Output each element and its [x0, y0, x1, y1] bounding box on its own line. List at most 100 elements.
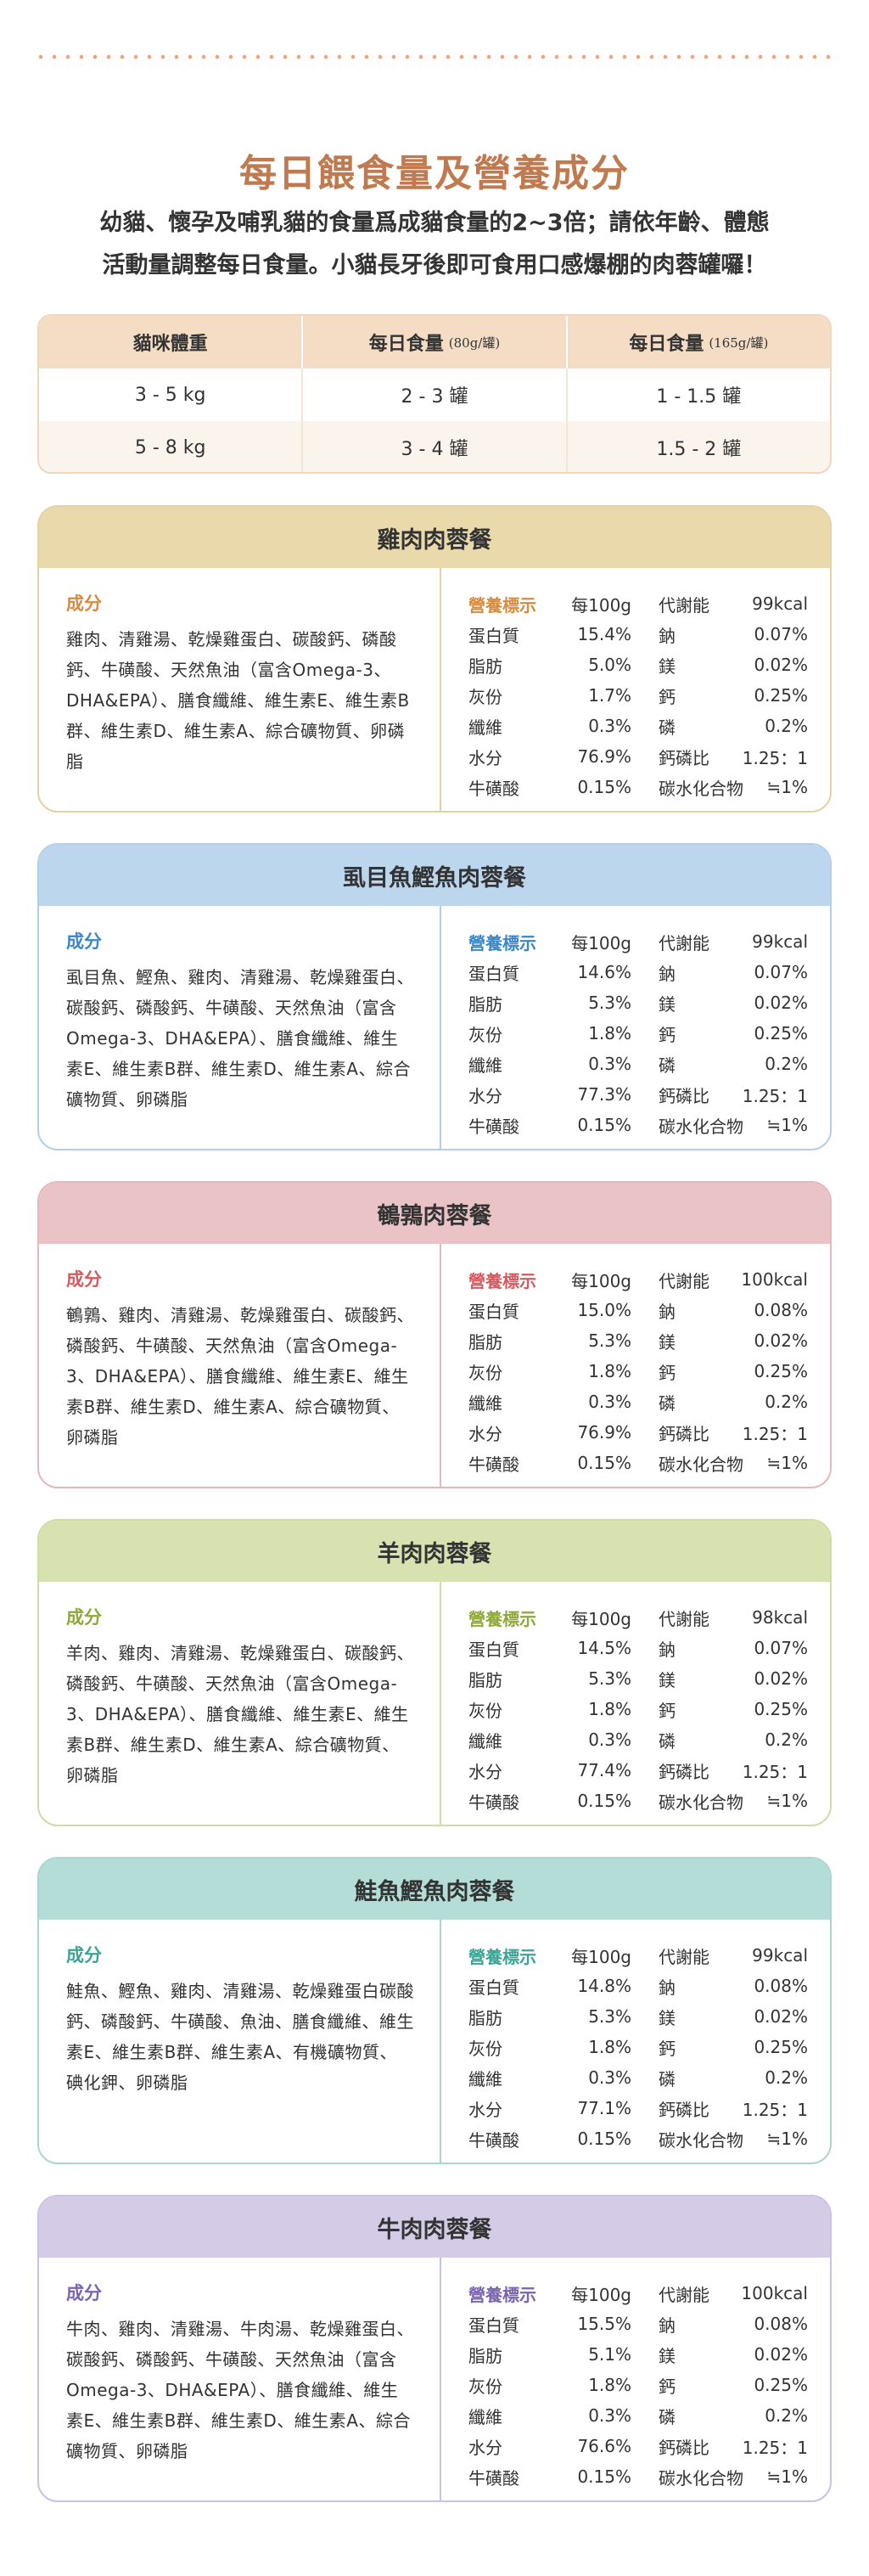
ca_p_ratio-label: 鈣磷比 — [659, 1085, 709, 1106]
phosphorus-value: 0.2% — [765, 1054, 808, 1074]
header-cell-daily-80g: 每日食量 (80g/罐) — [303, 316, 568, 368]
ca_p_ratio-value: 1.25：1 — [742, 2099, 808, 2120]
nutrition-row: 營養標示 每100g 代謝能 100kcal — [468, 2278, 808, 2309]
nutrition-row: 纖維 0.3% 磷 0.2% — [468, 711, 808, 741]
fiber-label: 纖維 — [468, 717, 502, 738]
nutrition-row: 纖維 0.3% 磷 0.2% — [468, 1724, 808, 1755]
ingredients-label: 成分 — [66, 1269, 102, 1290]
metabolic-energy-value: 99kcal — [752, 1945, 808, 1966]
phosphorus-label: 磷 — [659, 717, 676, 738]
nutrition-row: 灰份 1.8% 鈣 0.25% — [468, 2032, 808, 2062]
moisture-label: 水分 — [468, 1761, 502, 1782]
product-name: 羊肉肉蓉餐 — [39, 1521, 830, 1582]
fiber-value: 0.3% — [588, 1730, 631, 1750]
phosphorus-label: 磷 — [659, 1392, 676, 1414]
per-100g-label: 每100g — [571, 2284, 631, 2305]
moisture-value: 77.3% — [577, 1084, 631, 1105]
feeding-table-header: 貓咪體重 每日食量 (80g/罐) 每日食量 (165g/罐) — [39, 316, 830, 368]
fat-label: 脂肪 — [468, 2345, 502, 2366]
nutrition-panel: 營養標示 每100g 代謝能 99kcal 蛋白質 14.6% 鈉 0.07% … — [441, 906, 830, 1149]
taurine-label: 牛磺酸 — [468, 2467, 519, 2489]
nutrition-panel: 營養標示 每100g 代謝能 99kcal 蛋白質 15.4% 鈉 0.07% … — [441, 568, 830, 811]
ingredients-panel: 成分 雞肉、清雞湯、乾燥雞蛋白、碳酸鈣、磷酸鈣、牛磺酸、天然魚油（富含Omega… — [39, 568, 441, 811]
moisture-value: 76.9% — [577, 746, 631, 767]
moisture-value: 76.9% — [577, 1422, 631, 1443]
ash-value: 1.8% — [588, 2037, 631, 2057]
calcium-value: 0.25% — [754, 1699, 808, 1719]
nutrition-standard-label: 營養標示 — [468, 932, 536, 953]
carbs-label: 碳水化合物 — [659, 1116, 743, 1137]
nutrition-row: 水分 76.6% 鈣磷比 1.25：1 — [468, 2431, 808, 2461]
product-name: 虱目魚鰹魚肉蓉餐 — [39, 845, 830, 906]
carbs-label: 碳水化合物 — [659, 2129, 743, 2151]
nutrition-row: 水分 77.1% 鈣磷比 1.25：1 — [468, 2093, 808, 2123]
sodium-label: 鈉 — [659, 625, 676, 646]
ca_p_ratio-value: 1.25：1 — [742, 2437, 808, 2458]
phosphorus-value: 0.2% — [765, 2067, 808, 2088]
product-card: 鮭魚鰹魚肉蓉餐 成分 鮭魚、鰹魚、雞肉、清雞湯、乾燥雞蛋白碳酸鈣、磷酸鈣、牛磺酸… — [37, 1857, 832, 2164]
subtitle-line-2: 活動量調整每日食量。小貓長牙後即可食用口感爆棚的肉蓉罐囉！ — [102, 252, 767, 278]
ingredients-text: 牛肉、雞肉、清雞湯、牛肉湯、乾燥雞蛋白、碳酸鈣、磷酸鈣、牛磺酸、天然魚油（富含O… — [66, 2319, 414, 2461]
moisture-value: 77.4% — [577, 1760, 631, 1780]
sodium-label: 鈉 — [659, 1977, 676, 1998]
ca_p_ratio-label: 鈣磷比 — [659, 1761, 709, 1782]
table-row: 3 - 5 kg 2 - 3 罐 1 - 1.5 罐 — [39, 368, 830, 421]
ash-label: 灰份 — [468, 1362, 502, 1383]
fiber-label: 纖維 — [468, 1055, 502, 1076]
ash-label: 灰份 — [468, 2038, 502, 2059]
per-100g-label: 每100g — [571, 1270, 631, 1291]
protein-label: 蛋白質 — [468, 1639, 519, 1660]
table-row: 5 - 8 kg 3 - 4 罐 1.5 - 2 罐 — [39, 421, 830, 472]
moisture-label: 水分 — [468, 2099, 502, 2120]
protein-label: 蛋白質 — [468, 963, 519, 984]
calcium-value: 0.25% — [754, 1361, 808, 1381]
metabolic-energy-value: 100kcal — [741, 2283, 808, 2303]
nutrition-standard-label: 營養標示 — [468, 1270, 536, 1291]
table-cell: 1.5 - 2 罐 — [656, 439, 742, 460]
protein-value: 14.8% — [577, 1976, 631, 1996]
nutrition-row: 灰份 1.8% 鈣 0.25% — [468, 2370, 808, 2400]
phosphorus-label: 磷 — [659, 2068, 676, 2089]
ingredients-label: 成分 — [66, 1607, 102, 1628]
metabolic-energy-label: 代謝能 — [659, 932, 709, 953]
nutrition-row: 蛋白質 15.4% 鈉 0.07% — [468, 619, 808, 650]
ingredients-panel: 成分 鮭魚、鰹魚、雞肉、清雞湯、乾燥雞蛋白碳酸鈣、磷酸鈣、牛磺酸、魚油、膳食纖維… — [39, 1920, 441, 2163]
calcium-value: 0.25% — [754, 685, 808, 706]
taurine-label: 牛磺酸 — [468, 1454, 519, 1475]
taurine-value: 0.15% — [577, 2129, 631, 2149]
metabolic-energy-label: 代謝能 — [659, 1946, 709, 1967]
ingredients-label: 成分 — [66, 931, 102, 952]
product-card: 羊肉肉蓉餐 成分 羊肉、雞肉、清雞湯、乾燥雞蛋白、碳酸鈣、磷酸鈣、牛磺酸、天然魚… — [37, 1519, 832, 1826]
ca_p_ratio-value: 1.25：1 — [742, 1761, 808, 1782]
ca_p_ratio-label: 鈣磷比 — [659, 2437, 709, 2458]
fiber-value: 0.3% — [588, 2067, 631, 2088]
moisture-label: 水分 — [468, 1085, 502, 1106]
carbs-value: ≒1% — [766, 777, 808, 797]
magnesium-value: 0.02% — [754, 1668, 808, 1689]
per-100g-label: 每100g — [571, 932, 631, 953]
moisture-value: 77.1% — [577, 2098, 631, 2118]
carbs-value: ≒1% — [766, 2466, 808, 2487]
fat-label: 脂肪 — [468, 1331, 502, 1353]
moisture-label: 水分 — [468, 1423, 502, 1444]
ash-value: 1.8% — [588, 1023, 631, 1043]
metabolic-energy-value: 99kcal — [752, 593, 808, 614]
sodium-value: 0.07% — [754, 1638, 808, 1658]
phosphorus-label: 磷 — [659, 1055, 676, 1076]
phosphorus-value: 0.2% — [765, 2405, 808, 2426]
per-100g-label: 每100g — [571, 594, 631, 616]
taurine-value: 0.15% — [577, 2466, 631, 2487]
ash-value: 1.8% — [588, 1699, 631, 1719]
table-cell: 2 - 3 罐 — [303, 368, 568, 421]
product-card: 虱目魚鰹魚肉蓉餐 成分 虱目魚、鰹魚、雞肉、清雞湯、乾燥雞蛋白、碳酸鈣、磷酸鈣、… — [37, 843, 832, 1150]
nutrition-row: 蛋白質 14.5% 鈉 0.07% — [468, 1633, 808, 1663]
phosphorus-value: 0.2% — [765, 1730, 808, 1750]
moisture-label: 水分 — [468, 2437, 502, 2458]
protein-label: 蛋白質 — [468, 1301, 519, 1322]
nutrition-row: 水分 76.9% 鈣磷比 1.25：1 — [468, 741, 808, 772]
nutrition-row: 纖維 0.3% 磷 0.2% — [468, 1386, 808, 1417]
sodium-value: 0.08% — [754, 1976, 808, 1996]
metabolic-energy-value: 99kcal — [752, 931, 808, 952]
ca_p_ratio-label: 鈣磷比 — [659, 2099, 709, 2120]
ingredients-panel: 成分 虱目魚、鰹魚、雞肉、清雞湯、乾燥雞蛋白、碳酸鈣、磷酸鈣、牛磺酸、天然魚油（… — [39, 906, 441, 1149]
